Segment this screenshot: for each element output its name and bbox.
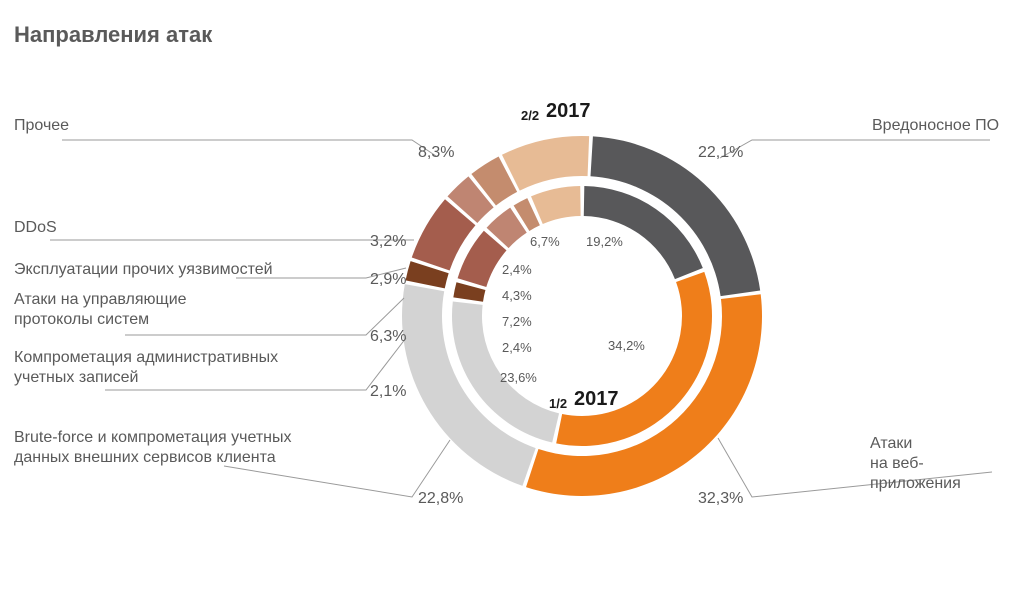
- label-webapps: Атакина веб-приложения: [870, 434, 1012, 494]
- inner-num-malware: 19,2%: [586, 234, 623, 249]
- label-admin: Компрометация административныхучетных за…: [14, 348, 278, 388]
- inner-slice-other: [531, 186, 581, 224]
- label-malware: Вредоносное ПО: [872, 116, 999, 136]
- inner-num-ddos: 2,4%: [502, 262, 532, 277]
- outer-num-vuln: 2,9%: [370, 271, 406, 289]
- outer-num-malware: 22,1%: [698, 144, 743, 162]
- inner-year: 2017: [574, 388, 619, 411]
- inner-num-other: 6,7%: [530, 234, 560, 249]
- outer-num-bruteforce: 22,8%: [418, 490, 463, 508]
- label-other: Прочее: [14, 116, 69, 136]
- label-ddos: DDoS: [14, 218, 57, 238]
- outer-num-admin: 2,1%: [370, 383, 406, 401]
- inner-num-bruteforce: 23,6%: [500, 370, 537, 385]
- inner-year-code: 1/2: [549, 396, 567, 411]
- inner-num-vuln: 4,3%: [502, 288, 532, 303]
- outer-year: 2017: [546, 100, 591, 123]
- outer-year-code: 2/2: [521, 108, 539, 123]
- inner-num-proto: 7,2%: [502, 314, 532, 329]
- leader-other: [62, 140, 436, 156]
- inner-num-admin: 2,4%: [502, 340, 532, 355]
- label-vuln: Эксплуатации прочих уязвимостей: [14, 260, 273, 280]
- outer-slice-other: [502, 136, 589, 191]
- outer-num-proto: 6,3%: [370, 328, 406, 346]
- leader-malware: [720, 140, 990, 158]
- outer-num-webapps: 32,3%: [698, 490, 743, 508]
- label-proto: Атаки на управляющиепротоколы систем: [14, 290, 187, 330]
- outer-num-ddos: 3,2%: [370, 233, 406, 251]
- label-bruteforce: Brute-force и компрометация учетныхданны…: [14, 428, 292, 468]
- inner-num-webapps: 34,2%: [608, 338, 645, 353]
- outer-num-other: 8,3%: [418, 144, 454, 162]
